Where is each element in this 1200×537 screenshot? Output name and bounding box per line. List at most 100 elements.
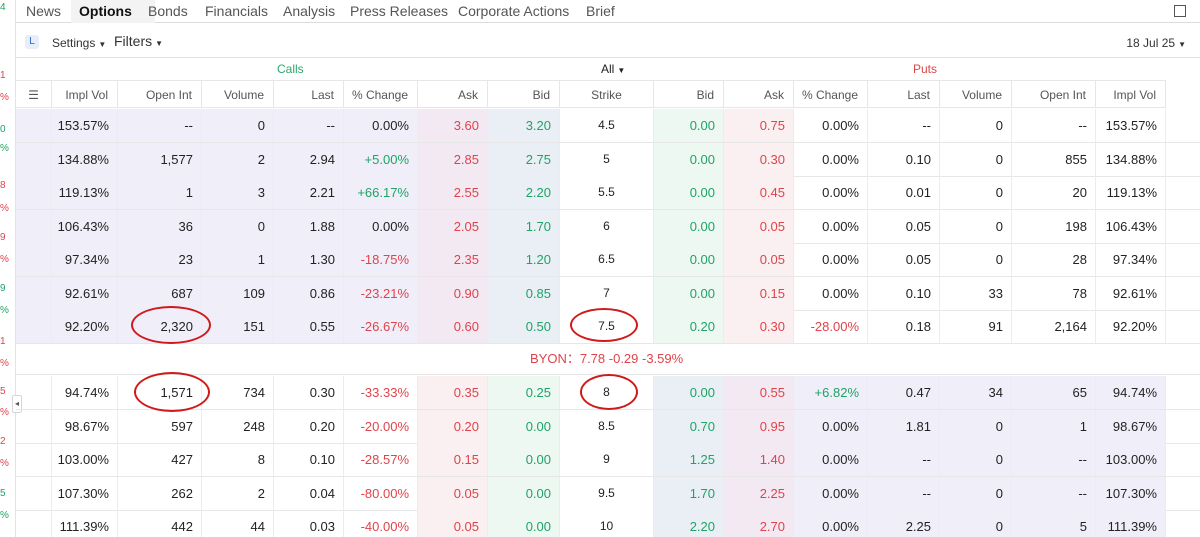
call-cell-chg: +5.00%	[344, 142, 418, 176]
put-cell-bid: 1.25	[654, 443, 724, 476]
put-cell-oi: 2,164	[1012, 310, 1096, 343]
tab-news[interactable]: News	[26, 3, 62, 19]
call-cell-chg: -20.00%	[344, 409, 418, 443]
call-cell-ask: 2.85	[418, 142, 488, 176]
put-cell-chg: 0.00%	[794, 109, 868, 142]
call-cell-ask: 2.55	[418, 176, 488, 209]
row-spacer	[16, 443, 52, 476]
strike-cell: 7	[560, 276, 654, 310]
put-cell-iv: 92.20%	[1096, 310, 1166, 343]
call-cell-iv: 153.57%	[52, 109, 118, 142]
section-tabs: News Options Bonds Financials Analysis Press …	[16, 0, 1200, 23]
call-cell-bid: 3.20	[488, 109, 560, 142]
row-spacer	[16, 276, 52, 310]
left-marker: 9	[0, 283, 6, 294]
put-cell-vol: 0	[940, 409, 1012, 443]
expiry-select[interactable]: 18 Jul 25 ▼	[1126, 36, 1186, 50]
call-cell-oi: 1,571	[118, 376, 202, 409]
call-cell-iv: 97.34%	[52, 243, 118, 276]
put-cell-ask: 0.55	[724, 376, 794, 409]
tab-financials[interactable]: Financials	[205, 3, 269, 19]
put-cell-vol: 0	[940, 243, 1012, 276]
row-spacer	[16, 510, 52, 537]
call-cell-oi: 442	[118, 510, 202, 537]
call-cell-oi: 687	[118, 276, 202, 310]
put-cell-bid: 0.00	[654, 142, 724, 176]
call-cell-vol: 2	[202, 142, 274, 176]
collapse-left-icon[interactable]: ◂	[12, 395, 22, 413]
filters-dropdown[interactable]: Filters ▼	[114, 33, 164, 49]
call-cell-bid: 1.20	[488, 243, 560, 276]
put-cell-chg: 0.00%	[794, 142, 868, 176]
clock-icon[interactable]: L	[25, 35, 39, 49]
table-row[interactable]	[16, 310, 1200, 344]
all-label: All	[601, 62, 615, 76]
left-marker: %	[0, 407, 9, 418]
call-cell-last: 0.10	[274, 443, 344, 476]
call-cell-chg: 0.00%	[344, 109, 418, 142]
call-cell-vol: 151	[202, 310, 274, 343]
left-marker: 2	[0, 436, 6, 447]
call-cell-vol: 2	[202, 476, 274, 510]
put-cell-iv: 98.67%	[1096, 409, 1166, 443]
put-cell-chg: 0.00%	[794, 510, 868, 537]
call-cell-chg: -80.00%	[344, 476, 418, 510]
put-cell-iv: 106.43%	[1096, 209, 1166, 243]
put-cell-last: 0.47	[868, 376, 940, 409]
put-cell-ask: 0.05	[724, 243, 794, 276]
call-cell-vol: 109	[202, 276, 274, 310]
call-cell-chg: -23.21%	[344, 276, 418, 310]
put-cell-ask: 0.15	[724, 276, 794, 310]
strike-cell: 6.5	[560, 243, 654, 276]
call-cell-ask: 0.90	[418, 276, 488, 310]
put-cell-last: 0.10	[868, 142, 940, 176]
popout-icon[interactable]	[1174, 5, 1186, 17]
column-header: Open Int	[1012, 80, 1096, 108]
call-cell-iv: 103.00%	[52, 443, 118, 476]
strike-filter-dropdown[interactable]: All ▼	[601, 62, 626, 76]
filters-label: Filters	[114, 33, 153, 49]
left-marker: 5	[0, 386, 6, 397]
tab-bonds[interactable]: Bonds	[148, 3, 188, 19]
call-cell-iv: 134.88%	[52, 142, 118, 176]
settings-dropdown[interactable]: Settings ▼	[52, 36, 107, 50]
put-cell-iv: 134.88%	[1096, 142, 1166, 176]
put-cell-chg: 0.00%	[794, 176, 868, 209]
put-cell-bid: 0.00	[654, 376, 724, 409]
column-header: % Change	[344, 80, 418, 108]
put-cell-last: --	[868, 443, 940, 476]
put-cell-chg: -28.00%	[794, 310, 868, 343]
call-cell-bid: 0.00	[488, 510, 560, 537]
put-cell-chg: 0.00%	[794, 276, 868, 310]
call-cell-oi: 1	[118, 176, 202, 209]
tab-corporate-actions[interactable]: Corporate Actions	[458, 3, 570, 19]
left-marker: 4	[0, 2, 6, 13]
call-cell-ask: 2.35	[418, 243, 488, 276]
call-cell-iv: 92.20%	[52, 310, 118, 343]
call-cell-vol: 44	[202, 510, 274, 537]
put-cell-iv: 107.30%	[1096, 476, 1166, 510]
put-cell-bid: 0.00	[654, 209, 724, 243]
column-header: Open Int	[118, 80, 202, 108]
call-cell-oi: --	[118, 109, 202, 142]
strike-cell: 9	[560, 443, 654, 476]
tab-press-releases[interactable]: Press Releases	[350, 3, 449, 19]
calls-section-label: Calls	[277, 62, 304, 76]
put-cell-vol: 34	[940, 376, 1012, 409]
call-cell-iv: 92.61%	[52, 276, 118, 310]
strike-cell: 7.5	[560, 310, 654, 343]
column-menu-icon[interactable]: ☰	[16, 80, 52, 108]
put-cell-oi: 855	[1012, 142, 1096, 176]
tab-analysis[interactable]: Analysis	[283, 3, 336, 19]
row-spacer	[16, 476, 52, 510]
tab-brief[interactable]: Brief	[586, 3, 615, 19]
left-marker: 9	[0, 232, 6, 243]
put-cell-bid: 0.00	[654, 243, 724, 276]
call-cell-bid: 0.00	[488, 409, 560, 443]
call-cell-bid: 0.00	[488, 476, 560, 510]
column-header: Last	[868, 80, 940, 108]
call-cell-last: 0.86	[274, 276, 344, 310]
put-cell-chg: 0.00%	[794, 443, 868, 476]
left-marker: %	[0, 143, 9, 154]
tab-options[interactable]: Options	[79, 3, 132, 19]
